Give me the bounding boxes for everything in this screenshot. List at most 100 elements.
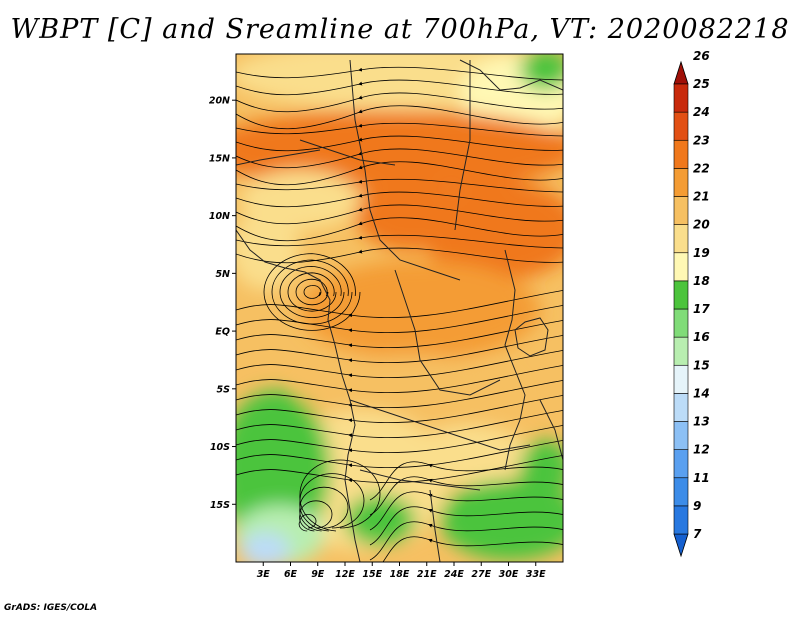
streamline bbox=[236, 234, 563, 249]
lat-tick-label: 20N bbox=[209, 96, 230, 107]
latitude-axis: 20N 15N 10N 5N EQ 5S 10S 15S bbox=[209, 96, 236, 511]
field-patch bbox=[520, 54, 563, 90]
map-area bbox=[236, 54, 563, 562]
streamline bbox=[236, 364, 563, 394]
streamline bbox=[303, 285, 322, 299]
field-patch bbox=[236, 210, 300, 290]
streamline bbox=[236, 105, 563, 130]
lon-tick-label: 30E bbox=[499, 569, 519, 580]
border-line bbox=[236, 229, 361, 562]
lon-tick-label: 33E bbox=[526, 569, 546, 580]
colorbar-label: 25 bbox=[693, 77, 710, 91]
colorbar-label: 19 bbox=[693, 246, 710, 260]
longitude-axis: 3E 6E 9E 12E 15E 18E 21E 24E 27E 30E 33E bbox=[257, 562, 546, 580]
colorbar-label: 12 bbox=[693, 443, 710, 457]
colorbar-label: 9 bbox=[693, 499, 701, 513]
border-line bbox=[394, 269, 501, 396]
border-line bbox=[454, 60, 471, 231]
lat-tick-label: 5N bbox=[215, 269, 230, 280]
colorbar-label: 13 bbox=[693, 415, 710, 429]
border-line bbox=[459, 59, 491, 81]
colorbar-label: 7 bbox=[693, 527, 702, 541]
colorbar-box bbox=[673, 421, 689, 450]
lon-tick-label: 24E bbox=[444, 569, 464, 580]
streamline bbox=[236, 334, 563, 364]
streamline bbox=[236, 289, 563, 319]
colorbar-label: 23 bbox=[693, 133, 710, 147]
colorbar-box bbox=[673, 505, 689, 535]
border-line bbox=[504, 249, 526, 471]
colorbar-box bbox=[673, 168, 689, 197]
colorbar-label: 21 bbox=[693, 190, 710, 204]
lon-tick-label: 12E bbox=[335, 569, 355, 580]
border-line bbox=[299, 139, 396, 166]
streamline bbox=[236, 247, 563, 264]
colorbar-label: 16 bbox=[693, 330, 710, 344]
colorbar-label: 20 bbox=[693, 218, 710, 232]
colorbar-label: 24 bbox=[693, 105, 710, 119]
colorbar-box bbox=[673, 449, 689, 479]
streamline bbox=[236, 394, 563, 424]
border-line bbox=[489, 79, 563, 91]
colorbar-box bbox=[673, 336, 689, 366]
streamline bbox=[369, 476, 563, 516]
streamline bbox=[236, 161, 563, 186]
lat-tick-label: EQ bbox=[215, 327, 230, 338]
colorbar-top-arrow bbox=[673, 60, 689, 85]
streamline bbox=[271, 259, 353, 325]
colorbar-label: 22 bbox=[693, 161, 710, 175]
country-borders bbox=[236, 59, 563, 562]
colorbar-box bbox=[673, 224, 689, 254]
temperature-field bbox=[236, 54, 563, 562]
border-line bbox=[349, 399, 531, 451]
streamline bbox=[369, 506, 563, 546]
streamline bbox=[236, 148, 563, 169]
colorbar-label: 17 bbox=[693, 302, 710, 316]
streamline bbox=[295, 278, 329, 306]
map-title: WBPT [C] and Sreamline at 700hPa, VT: 20… bbox=[10, 14, 790, 45]
field-patch bbox=[345, 495, 415, 545]
streamline bbox=[236, 92, 563, 113]
streamline bbox=[236, 349, 563, 379]
colorbar-box bbox=[673, 111, 689, 141]
colorbar-box bbox=[673, 308, 689, 338]
border-line bbox=[514, 317, 549, 357]
colorbar-box bbox=[673, 196, 689, 225]
lon-tick-label: 9E bbox=[311, 569, 325, 580]
streamline bbox=[236, 409, 563, 439]
border-line bbox=[236, 149, 321, 166]
colorbar-box bbox=[673, 364, 689, 394]
lat-tick-label: 10S bbox=[210, 442, 230, 453]
lon-tick-label: 21E bbox=[417, 569, 437, 580]
streamline bbox=[236, 122, 563, 137]
streamline bbox=[236, 217, 563, 242]
field-patch bbox=[236, 110, 563, 190]
colorbar-label: 26 bbox=[693, 49, 710, 63]
field-patch bbox=[355, 180, 465, 250]
streamline bbox=[369, 491, 563, 531]
streamline bbox=[236, 191, 563, 208]
colorbar-box bbox=[673, 477, 689, 507]
grads-credit: GrADS: IGES/COLA bbox=[4, 603, 98, 613]
streamline bbox=[369, 461, 563, 501]
colorbar-box bbox=[673, 139, 689, 169]
lat-tick-label: 5S bbox=[217, 384, 231, 395]
border-line bbox=[429, 489, 441, 562]
colorbar-box bbox=[673, 83, 689, 113]
streamline bbox=[236, 424, 563, 454]
lat-tick-label: 15N bbox=[209, 153, 230, 164]
streamline bbox=[299, 500, 333, 532]
lon-tick-label: 6E bbox=[284, 569, 298, 580]
colorbar: 7 9 11 12 13 14 15 16 17 18 19 20 21 22 23 24 25 26 bbox=[673, 49, 710, 558]
streamline bbox=[236, 79, 563, 96]
streamline bbox=[236, 66, 563, 81]
lon-tick-label: 18E bbox=[390, 569, 410, 580]
streamline bbox=[236, 454, 563, 484]
colorbar-label: 11 bbox=[693, 471, 710, 485]
streamline bbox=[382, 536, 563, 562]
streamline bbox=[287, 272, 337, 312]
colorbar-box bbox=[673, 252, 689, 282]
field-patch bbox=[520, 440, 563, 500]
lon-tick-label: 27E bbox=[471, 569, 491, 580]
